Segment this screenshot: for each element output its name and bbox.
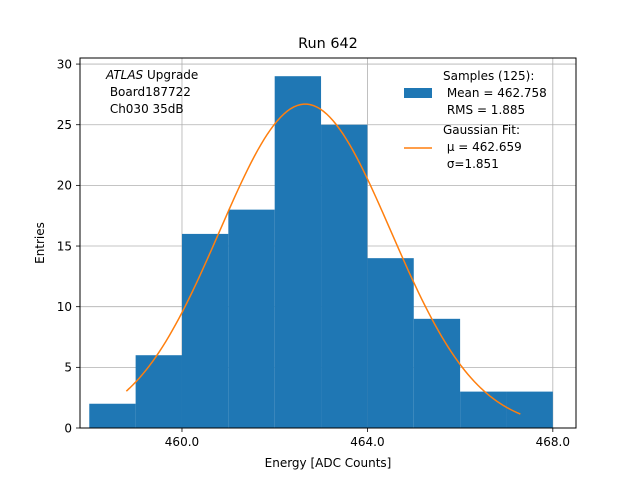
histogram-bar [321, 124, 368, 428]
gaussian-fit [125, 103, 521, 415]
y-tick-label: 25 [57, 118, 72, 132]
legend-samples-line-3: RMS = 1.885 [443, 103, 525, 117]
histogram-bar [367, 258, 414, 428]
histogram-bar [413, 318, 461, 428]
x-axis-label: Energy [ADC Counts] [265, 456, 392, 470]
legend-fit-line-1: Gaussian Fit: [443, 123, 520, 137]
y-tick-label: 30 [57, 57, 72, 71]
x-tick-label: 460.0 [165, 435, 199, 449]
annotation-atlas: ATLAS [105, 68, 144, 82]
y-axis-label: Entries [33, 222, 47, 264]
annotation-upgrade: Upgrade [143, 68, 198, 82]
annotation-line-2: Board187722 [106, 85, 191, 99]
legend-fit-line-2: μ = 462.659 [443, 140, 522, 154]
legend-swatch-samples [404, 88, 432, 98]
histogram-bars [89, 76, 553, 429]
legend-fit-line-3: σ=1.851 [443, 157, 499, 171]
histogram-bar [506, 391, 553, 428]
y-tick-label: 15 [57, 239, 72, 253]
annotation-box: ATLAS Upgrade Board187722 Ch030 35dB [105, 68, 198, 116]
chart-title: Run 642 [298, 36, 358, 52]
legend-samples-line-2: Mean = 462.758 [443, 86, 547, 100]
gaussian-fit-curve [125, 103, 521, 415]
histogram-bar [181, 233, 229, 428]
legend-samples-line-1: Samples (125): [443, 69, 534, 83]
y-axis-ticks: 0 5 10 15 20 25 30 [57, 57, 80, 435]
histogram-bar [460, 391, 507, 428]
histogram-bar [228, 209, 275, 428]
histogram-bar [89, 403, 136, 428]
histogram-bar [274, 76, 322, 429]
x-axis-ticks: 460.0 464.0 468.0 [165, 428, 570, 449]
annotation-line-1: ATLAS Upgrade [105, 68, 198, 82]
y-tick-label: 20 [57, 179, 72, 193]
histogram-bar [135, 355, 182, 428]
legend: Samples (125): Mean = 462.758 RMS = 1.88… [404, 69, 547, 171]
x-tick-label: 468.0 [536, 435, 570, 449]
y-tick-label: 10 [57, 300, 72, 314]
annotation-line-3: Ch030 35dB [106, 102, 184, 116]
y-tick-label: 0 [64, 421, 72, 435]
x-tick-label: 464.0 [350, 435, 384, 449]
plot-frame [79, 57, 577, 429]
y-tick-label: 5 [64, 361, 72, 375]
